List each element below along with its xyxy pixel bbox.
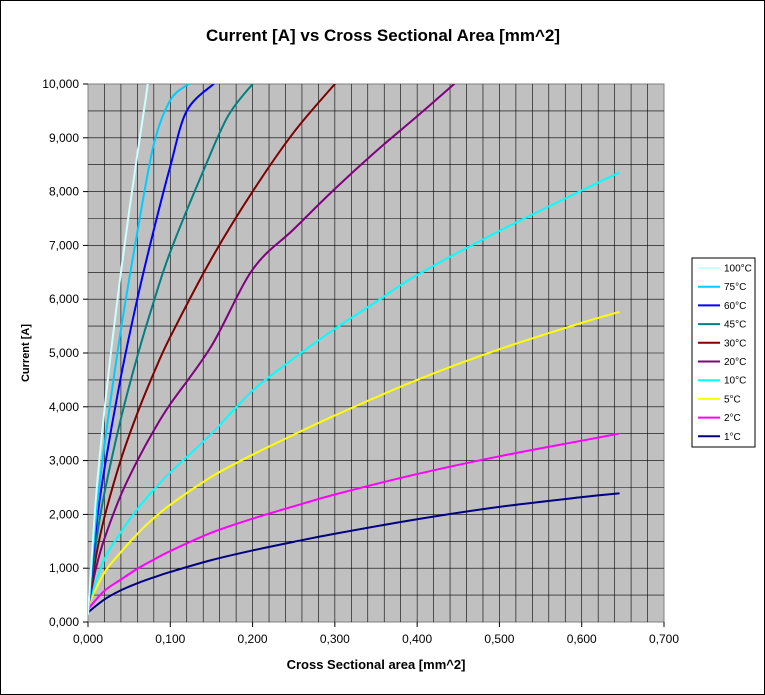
legend-label-2Cc: 2°C <box>724 413 741 424</box>
y-tick-label: 7,000 <box>49 238 79 252</box>
y-tick-label: 9,000 <box>49 131 79 145</box>
y-tick-label: 10,000 <box>42 77 79 91</box>
series-line-5Cc <box>88 311 620 607</box>
legend-label-30Cc: 30°C <box>724 338 746 349</box>
series-line-60Cc <box>88 84 215 613</box>
y-axis-ticks: 0,000 1,000 2,000 3,000 4,000 5,000 6,000 7,000… <box>42 77 88 629</box>
legend-label-75Cc: 75°C <box>724 282 746 293</box>
series-line-2Cc <box>88 432 620 611</box>
x-axis-ticks: 0,000 0,100 0,200 0,300 0,400 0,500 0,600 0,700 <box>73 622 679 646</box>
x-tick-label: 0,400 <box>402 632 432 646</box>
series-line-100Cc <box>88 84 149 615</box>
y-tick-label: 1,000 <box>49 561 79 575</box>
legend-box <box>691 257 756 448</box>
legend-label-1Cc: 1°C <box>724 432 741 443</box>
legend-label-60Cc: 60°C <box>724 301 746 312</box>
chart-title: Current [A] vs Cross Sectional Area [mm^… <box>206 26 560 45</box>
y-tick-label: 8,000 <box>49 185 79 199</box>
series-line-45Cc <box>88 84 254 611</box>
x-axis-label: Cross Sectional area [mm^2] <box>287 657 466 672</box>
series-line-10Cc <box>88 171 620 606</box>
y-tick-label: 4,000 <box>49 400 79 414</box>
x-tick-label: 0,300 <box>320 632 350 646</box>
legend-label-20Cc: 20°C <box>724 357 746 368</box>
legend-label-5Cc: 5°C <box>724 394 741 405</box>
legend-label-45Cc: 45°C <box>724 320 746 331</box>
legend: 100°C 75°C 60°C 45°C 30°C 20°C 10°C 5°C 2°C 1°C <box>691 257 756 448</box>
legend-label-100Cc: 100°C <box>724 264 752 275</box>
x-tick-label: 0,200 <box>238 632 268 646</box>
y-tick-label: 6,000 <box>49 292 79 306</box>
series-group <box>88 84 620 615</box>
series-line-75Cc <box>88 84 190 614</box>
y-tick-label: 2,000 <box>49 507 79 521</box>
plot-area <box>87 83 665 623</box>
x-tick-label: 0,700 <box>649 632 679 646</box>
y-tick-label: 0,000 <box>49 615 79 629</box>
legend-label-10Cc: 10°C <box>724 376 746 387</box>
series-line-20Cc <box>88 84 456 608</box>
x-tick-label: 0,100 <box>155 632 185 646</box>
grid-lines <box>88 84 664 622</box>
legend-items: 100°C 75°C 60°C 45°C 30°C 20°C 10°C 5°C 2°C 1°C <box>698 264 752 443</box>
x-tick-label: 0,500 <box>484 632 514 646</box>
y-axis-label: Current [A] <box>20 324 32 382</box>
x-tick-label: 0,600 <box>567 632 597 646</box>
y-tick-label: 3,000 <box>49 454 79 468</box>
y-tick-label: 5,000 <box>49 346 79 360</box>
series-line-1Cc <box>88 492 620 614</box>
x-tick-label: 0,000 <box>73 632 103 646</box>
series-line-30Cc <box>88 84 336 610</box>
